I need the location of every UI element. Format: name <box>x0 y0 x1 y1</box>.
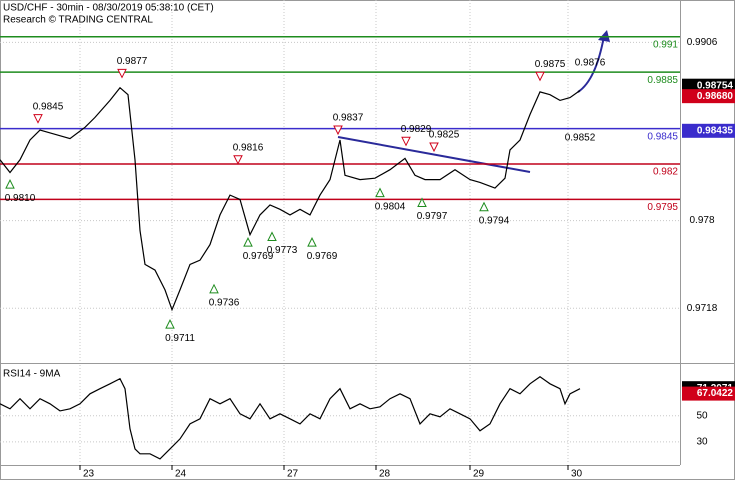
price-tag <box>682 123 735 138</box>
high-marker <box>33 114 43 124</box>
x-tick-label: 30 <box>571 469 583 480</box>
annotation-label: 0.9773 <box>267 245 298 256</box>
level-label: 0.982 <box>653 167 678 178</box>
x-tick-label: 29 <box>473 469 485 480</box>
annotation-label: 0.9794 <box>479 215 510 226</box>
chart-subtitle: Research © TRADING CENTRAL <box>3 15 153 26</box>
annotation-label: 0.9877 <box>117 56 148 67</box>
x-tick-label: 28 <box>379 469 391 480</box>
high-marker <box>233 155 243 165</box>
plot <box>0 30 680 460</box>
low-marker <box>243 237 253 247</box>
price-tag-label: 0.98754 <box>697 80 734 91</box>
trendline <box>337 136 531 173</box>
price-tag-label: 0.98680 <box>697 91 734 102</box>
x-tick-label: 27 <box>287 469 299 480</box>
annotation-label: 0.9875 <box>535 59 566 70</box>
level-label: 0.991 <box>653 39 678 50</box>
annotation-label: 0.9845 <box>33 101 64 112</box>
low-marker <box>267 231 277 241</box>
annotation-label: 0.9769 <box>307 251 338 262</box>
level-label: 0.9845 <box>647 131 678 142</box>
high-marker <box>117 68 127 79</box>
x-tick-label: 24 <box>175 469 187 480</box>
annotation-label: 0.9736 <box>209 297 240 308</box>
level-label: 0.9795 <box>647 202 678 213</box>
high-marker <box>401 136 411 147</box>
annotation-label: 0.9711 <box>165 333 195 344</box>
y-tick-label: 30 <box>696 436 708 447</box>
price-tag <box>682 386 735 401</box>
annotation-label: 0.9797 <box>417 211 448 222</box>
low-marker <box>165 319 175 329</box>
arrow-head <box>598 30 610 42</box>
price-tag-label: 0.98435 <box>697 125 734 136</box>
low-marker <box>209 283 219 294</box>
low-marker <box>479 201 489 212</box>
rsi-title: RSI14 - 9MA <box>3 369 61 380</box>
y-tick-label: 0.9718 <box>687 303 718 314</box>
annotation-label: 0.9829 <box>401 124 432 135</box>
annotation-label: 0.9876 <box>575 57 606 68</box>
annotation-label: 0.9837 <box>333 113 364 124</box>
price-tag-label: 67.0422 <box>697 388 734 399</box>
high-marker <box>333 125 343 136</box>
low-marker <box>417 197 427 208</box>
annotation-label: 0.9825 <box>429 130 460 141</box>
chart-title: USD/CHF - 30min - 08/30/2019 05:38:10 (C… <box>3 3 214 14</box>
low-marker <box>375 187 385 198</box>
annotation-label: 0.9769 <box>243 251 274 262</box>
low-marker <box>5 179 15 189</box>
annotation-label: 0.9816 <box>233 142 264 153</box>
low-marker <box>307 237 317 247</box>
annotation-label: 0.9804 <box>375 201 406 212</box>
x-tick-label: 23 <box>83 469 95 480</box>
price-tag <box>682 89 735 104</box>
price-line <box>0 86 581 312</box>
annotation-label: 0.9810 <box>5 193 36 204</box>
annotation-label: 0.9852 <box>565 132 596 143</box>
y-tick-label: 0.978 <box>689 215 714 226</box>
high-marker <box>535 71 545 82</box>
y-tick-label: 50 <box>696 410 708 421</box>
y-tick-label: 0.9906 <box>687 37 718 48</box>
high-marker <box>429 142 439 153</box>
price-line <box>0 375 581 460</box>
level-label: 0.9885 <box>647 75 678 86</box>
grid <box>0 0 680 464</box>
